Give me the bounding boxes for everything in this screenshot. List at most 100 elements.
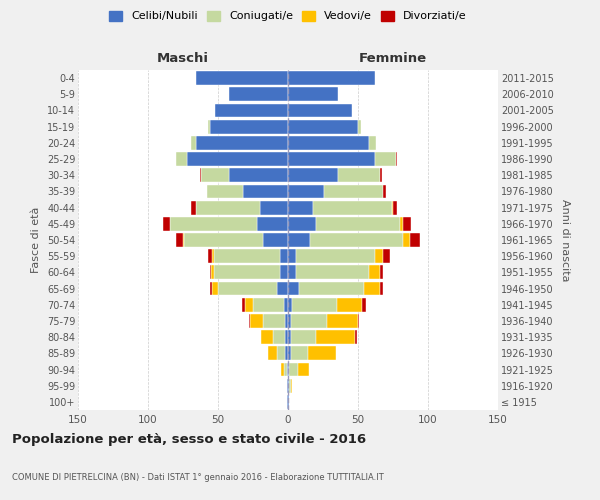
Bar xyxy=(316,330,355,344)
Bar xyxy=(250,314,263,328)
Bar xyxy=(299,282,364,296)
Bar xyxy=(393,200,397,214)
Bar xyxy=(243,184,288,198)
Bar xyxy=(288,184,325,198)
Bar xyxy=(291,379,292,392)
Bar xyxy=(288,136,369,149)
Bar xyxy=(291,314,327,328)
Bar xyxy=(285,330,288,344)
Bar xyxy=(288,233,310,247)
Bar xyxy=(288,217,316,230)
Bar xyxy=(288,282,299,296)
Text: Popolazione per età, sesso e stato civile - 2016: Popolazione per età, sesso e stato civil… xyxy=(12,432,366,446)
Bar xyxy=(296,250,375,263)
Bar xyxy=(242,298,245,312)
Bar xyxy=(288,250,296,263)
Bar xyxy=(380,282,383,296)
Y-axis label: Fasce di età: Fasce di età xyxy=(31,207,41,273)
Bar xyxy=(196,71,288,85)
Bar xyxy=(208,250,212,263)
Bar xyxy=(187,152,288,166)
Bar xyxy=(263,233,288,247)
Bar xyxy=(375,152,396,166)
Bar xyxy=(288,330,291,344)
Bar xyxy=(288,120,358,134)
Bar xyxy=(403,217,411,230)
Bar xyxy=(288,346,291,360)
Bar xyxy=(375,250,383,263)
Bar xyxy=(285,346,288,360)
Bar xyxy=(288,314,291,328)
Bar xyxy=(272,330,285,344)
Bar xyxy=(209,266,211,280)
Bar xyxy=(214,266,280,280)
Bar xyxy=(369,266,380,280)
Bar xyxy=(196,200,260,214)
Bar xyxy=(403,233,410,247)
Bar xyxy=(288,152,375,166)
Bar xyxy=(170,217,257,230)
Bar xyxy=(285,314,288,328)
Bar xyxy=(296,266,369,280)
Bar xyxy=(337,298,362,312)
Bar xyxy=(288,71,375,85)
Bar xyxy=(364,282,380,296)
Bar xyxy=(196,136,288,149)
Bar xyxy=(288,379,289,392)
Bar xyxy=(287,362,288,376)
Bar xyxy=(218,282,277,296)
Bar xyxy=(253,298,284,312)
Bar xyxy=(310,233,403,247)
Bar xyxy=(380,168,382,182)
Bar xyxy=(257,217,288,230)
Bar xyxy=(191,200,196,214)
Bar xyxy=(183,233,184,247)
Bar xyxy=(288,266,296,280)
Bar xyxy=(184,233,263,247)
Bar xyxy=(229,88,288,101)
Bar xyxy=(308,346,335,360)
Bar xyxy=(288,88,338,101)
Bar xyxy=(288,104,352,118)
Bar xyxy=(313,200,392,214)
Bar xyxy=(380,266,383,280)
Bar xyxy=(277,346,285,360)
Bar xyxy=(209,282,212,296)
Bar xyxy=(260,200,288,214)
Bar xyxy=(291,346,308,360)
Bar xyxy=(262,330,272,344)
Bar xyxy=(176,152,187,166)
Bar xyxy=(208,120,209,134)
Bar xyxy=(362,298,367,312)
Bar xyxy=(229,168,288,182)
Bar xyxy=(358,120,361,134)
Bar xyxy=(289,362,298,376)
Bar xyxy=(249,314,250,328)
Bar xyxy=(327,314,358,328)
Bar xyxy=(396,152,397,166)
Bar xyxy=(212,250,214,263)
Bar xyxy=(212,282,218,296)
Bar xyxy=(410,233,419,247)
Legend: Celibi/Nubili, Coniugati/e, Vedovi/e, Divorziati/e: Celibi/Nubili, Coniugati/e, Vedovi/e, Di… xyxy=(109,10,467,22)
Bar xyxy=(284,298,288,312)
Bar xyxy=(316,217,400,230)
Bar xyxy=(287,395,288,409)
Text: COMUNE DI PIETRELCINA (BN) - Dati ISTAT 1° gennaio 2016 - Elaborazione TUTTITALI: COMUNE DI PIETRELCINA (BN) - Dati ISTAT … xyxy=(12,473,384,482)
Bar xyxy=(207,184,243,198)
Bar xyxy=(281,362,284,376)
Bar xyxy=(288,362,289,376)
Bar xyxy=(383,184,386,198)
Bar xyxy=(292,298,337,312)
Bar xyxy=(287,379,288,392)
Bar xyxy=(277,282,288,296)
Bar xyxy=(201,168,229,182)
Bar xyxy=(288,395,289,409)
Bar xyxy=(209,120,288,134)
Bar xyxy=(280,266,288,280)
Bar xyxy=(214,250,280,263)
Bar xyxy=(369,136,376,149)
Bar xyxy=(338,168,380,182)
Bar xyxy=(392,200,393,214)
Bar xyxy=(191,136,196,149)
